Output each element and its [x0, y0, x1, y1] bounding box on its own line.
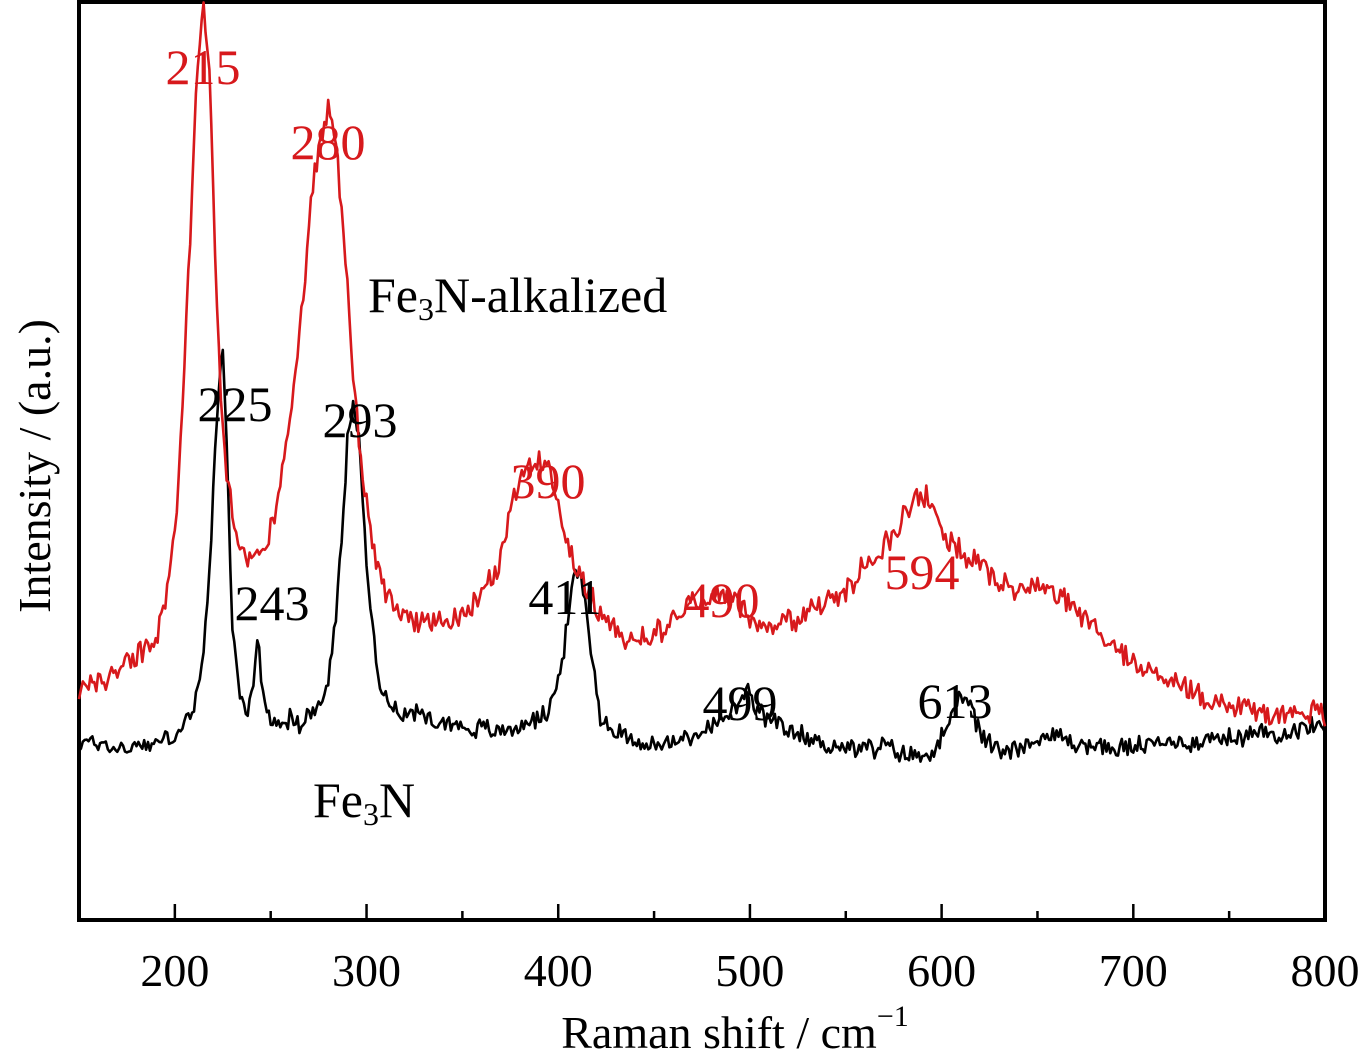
series-label-fe3n-rest: N — [379, 772, 415, 828]
peak-label-594: 594 — [885, 544, 960, 600]
x-axis-title: Raman shift / cm−1 — [561, 1000, 908, 1051]
peak-label-613: 613 — [918, 673, 993, 729]
series-label-alk-main: Fe — [368, 267, 418, 323]
peak-label-411: 411 — [528, 569, 601, 625]
peak-label-280: 280 — [291, 114, 366, 170]
series-label-fe3n: Fe3N — [313, 772, 415, 832]
plot-frame — [77, 0, 1327, 922]
x-axis-title-main: Raman shift / cm — [561, 1007, 877, 1051]
peak-label-243: 243 — [235, 575, 310, 631]
peak-label-215: 215 — [166, 39, 241, 95]
x-tick-label: 300 — [332, 945, 401, 996]
series-label-alk-rest: N-alkalized — [434, 267, 667, 323]
peak-label-390: 390 — [511, 453, 586, 509]
x-axis-ticks — [77, 904, 1327, 920]
series-line-fe3n — [77, 348, 1327, 763]
x-axis-tick-labels: 200 300 400 500 600 700 800 — [140, 945, 1359, 996]
peak-label-293: 293 — [323, 392, 398, 448]
x-tick-label: 500 — [715, 945, 784, 996]
peak-label-499: 499 — [703, 675, 778, 731]
x-axis-title-sup: −1 — [877, 1000, 909, 1033]
series-label-fe3n-alkalized: Fe3N-alkalized — [368, 267, 667, 327]
peak-label-225: 225 — [198, 376, 273, 432]
y-axis-title: Intensity / (a.u.) — [9, 319, 60, 613]
series-layer — [77, 1, 1327, 763]
peak-label-490: 490 — [685, 572, 760, 628]
x-tick-label: 400 — [524, 945, 593, 996]
series-line-fe3n-alkalized — [77, 1, 1327, 727]
x-tick-label: 200 — [140, 945, 209, 996]
x-tick-label: 700 — [1099, 945, 1168, 996]
x-tick-label: 800 — [1291, 945, 1360, 996]
x-tick-label: 600 — [907, 945, 976, 996]
series-label-fe3n-sub: 3 — [363, 796, 379, 832]
series-label-alk-sub: 3 — [418, 291, 434, 327]
series-label-fe3n-main: Fe — [313, 772, 363, 828]
